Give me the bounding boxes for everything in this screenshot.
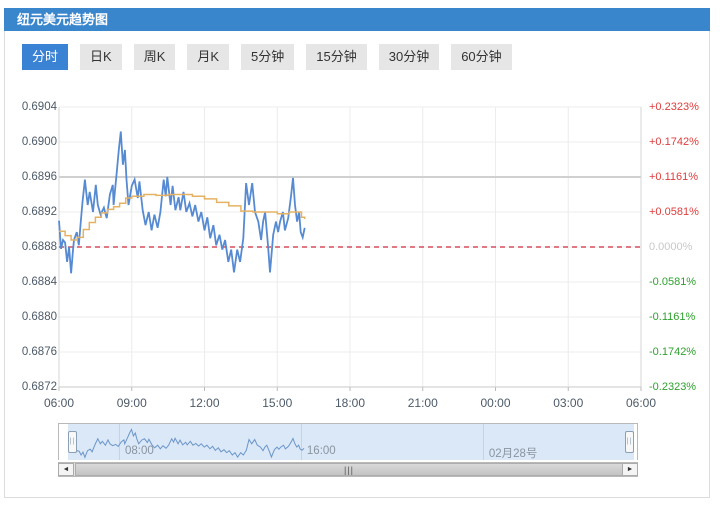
tab-0[interactable]: 分时 [22, 44, 69, 70]
navigator-gridline [300, 424, 302, 460]
x-axis-label: 06:00 [625, 396, 657, 410]
y-axis-right-label: 0.0000% [649, 241, 693, 253]
y-axis-right-label: -0.1161% [649, 311, 696, 323]
x-axis-label: 15:00 [262, 396, 293, 410]
series-average-line [59, 193, 306, 241]
navigator: 08:00 16:00 02月28号 || || [58, 423, 638, 460]
tab-3[interactable]: 月K [187, 44, 230, 70]
scroll-right-button[interactable]: ► [622, 463, 638, 476]
tab-7[interactable]: 60分钟 [451, 44, 512, 70]
y-axis-left-label: 0.6880 [21, 311, 57, 323]
scroll-left-button[interactable]: ◄ [58, 463, 74, 476]
scrollbar-grip-icon: ||| [343, 465, 355, 475]
navigator-gridline [119, 424, 120, 460]
y-axis-right-label: +0.1742% [649, 136, 699, 148]
navigator-selected-range[interactable] [68, 424, 634, 460]
x-axis-label: 00:00 [480, 396, 511, 410]
y-axis-right-label: +0.2323% [649, 101, 699, 113]
navigator-tick-label: 08:00 [125, 445, 154, 457]
navigator-tick-label: 16:00 [306, 445, 336, 457]
tab-4[interactable]: 5分钟 [241, 44, 295, 70]
navigator-series-line [73, 428, 305, 459]
y-axis-right-label: -0.2323% [649, 381, 697, 393]
y-axis-left-label: 0.6896 [21, 171, 57, 183]
y-axis-right-label: -0.0581% [649, 276, 697, 288]
x-axis-label: 03:00 [553, 396, 584, 410]
navigator-tick-label: 02月28号 [488, 448, 538, 460]
x-axis-label: 06:00 [43, 396, 75, 410]
x-axis-label: 18:00 [334, 396, 366, 410]
y-axis-left-label: 0.6904 [21, 101, 57, 113]
chart-panel: 分时 日K 周K 月K 5分钟 15分钟 30分钟 60分钟 0.6904 0.6900 0.68… [4, 31, 710, 498]
interval-tabs: 分时 日K 周K 月K 5分钟 15分钟 30分钟 60分钟 [22, 44, 512, 70]
chart-canvas [58, 106, 642, 391]
y-axis-left-label: 0.6876 [21, 346, 57, 358]
x-axis-label: 21:00 [407, 396, 438, 410]
y-axis-right-label: -0.1742% [649, 346, 697, 358]
y-axis-left-label: 0.6900 [21, 136, 57, 148]
navigator-mini-chart [73, 428, 305, 459]
navigator-left-handle[interactable]: || [68, 431, 77, 453]
titlebar: 纽元美元趋势图 [4, 8, 710, 31]
y-axis-left-label: 0.6884 [21, 276, 57, 288]
tab-1[interactable]: 日K [80, 44, 122, 70]
tab-2[interactable]: 周K [133, 44, 176, 70]
y-axis-left-label: 0.6888 [21, 241, 57, 253]
scrollbar-thumb[interactable]: ||| [75, 463, 623, 476]
navigator-right-handle[interactable]: || [625, 431, 634, 453]
y-axis-left-label: 0.6872 [21, 381, 57, 393]
series-price-line [58, 131, 306, 274]
h-scrollbar[interactable]: ◄ ||| ► [58, 462, 638, 477]
y-axis-right-label: +0.0581% [649, 206, 699, 218]
x-axis-label: 12:00 [189, 396, 220, 410]
navigator-gridline [482, 424, 484, 460]
page-title: 纽元美元趋势图 [17, 12, 109, 27]
y-axis-left-label: 0.6892 [21, 206, 57, 218]
x-axis-label: 09:00 [116, 396, 147, 410]
tab-6[interactable]: 30分钟 [378, 44, 440, 70]
tab-5[interactable]: 15分钟 [306, 44, 367, 70]
y-axis-right-label: +0.1161% [649, 171, 699, 183]
